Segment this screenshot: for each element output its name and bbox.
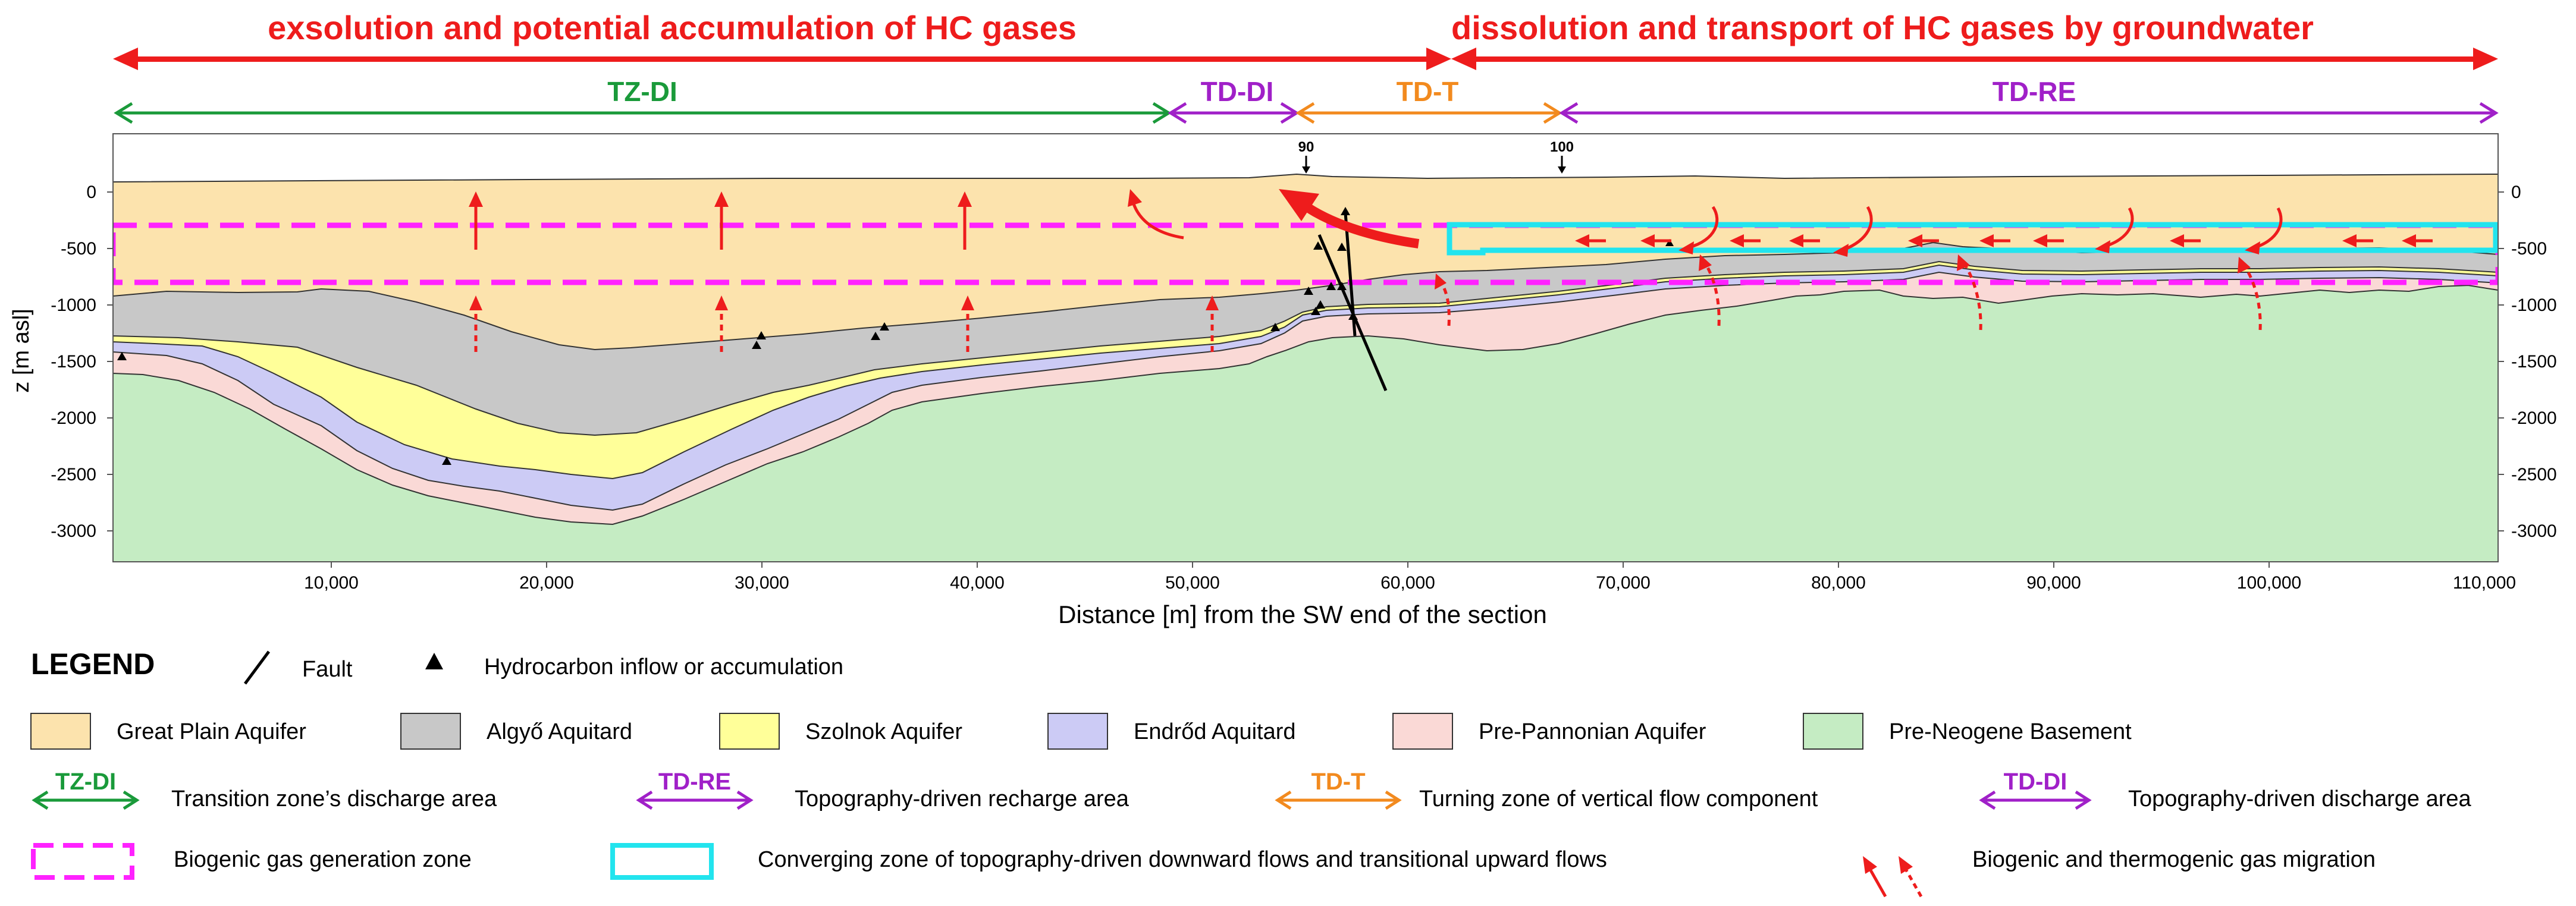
zone-tdt-label: TD-T [1397, 76, 1459, 107]
x-axis-tick-marks [331, 562, 2270, 568]
x-axis-ticks: 10,000 20,000 30,000 40,000 50,000 60,00… [304, 573, 2516, 593]
legend-swatch-szolnok [719, 713, 780, 750]
banner-left-text: exsolution and potential accumulation of… [268, 9, 1077, 46]
x-axis-label: Distance [m] from the SW end of the sect… [1058, 600, 1547, 628]
legend-label-great-plain: Great Plain Aquifer [117, 719, 306, 744]
svg-text:0: 0 [86, 183, 96, 202]
legend-tdt-icon: TD-T [1275, 769, 1402, 810]
svg-text:-1000: -1000 [51, 295, 96, 315]
legend-converging-zone-label: Converging zone of topography-driven dow… [758, 847, 1607, 872]
svg-text:-1000: -1000 [2511, 295, 2557, 315]
legend-biogenic-zone-label: Biogenic gas generation zone [174, 847, 472, 872]
hydrocarbon-markers [117, 207, 1674, 465]
y-axis-ticks-right: 0 -500 -1000 -1500 -2000 -2500 -3000 [2511, 183, 2557, 541]
plot-frame [112, 133, 2499, 562]
svg-text:-500: -500 [2511, 239, 2547, 259]
migration-arrowheads-curved-solid [1128, 189, 2260, 257]
svg-text:-1500: -1500 [2511, 352, 2557, 372]
legend-tzdi-label: Transition zone’s discharge area [171, 787, 497, 811]
svg-text:-3000: -3000 [51, 521, 96, 541]
y-axis-label: z [m asl] [9, 309, 34, 392]
banner-left-arrow [113, 48, 1451, 70]
svg-text:50,000: 50,000 [1165, 573, 1220, 593]
section-markers: 90 100 [1298, 139, 1574, 174]
svg-text:100: 100 [1550, 139, 1574, 155]
migration-arrowheads-curved [1435, 254, 2251, 290]
biogenic-gas-zone [113, 222, 2498, 285]
svg-text:-2000: -2000 [2511, 408, 2557, 428]
converging-zone [1447, 222, 2498, 256]
svg-text:-500: -500 [61, 239, 96, 259]
migration-arrows-solid [469, 191, 972, 250]
legend-tdre-label: Topography-driven recharge area [795, 787, 1129, 811]
svg-text:-3000: -3000 [2511, 521, 2557, 541]
svg-text:90: 90 [1298, 139, 1314, 155]
legend-biogenic-zone-icon [31, 843, 134, 880]
migration-arrows-dashed [469, 295, 1219, 352]
svg-text:20,000: 20,000 [519, 573, 574, 593]
svg-text:0: 0 [2511, 183, 2521, 202]
legend-swatch-basement [1803, 713, 1863, 750]
migration-arrows-curved-solid [1131, 202, 2283, 251]
unit-basement [113, 284, 2498, 562]
legend-swatch-great-plain [30, 713, 91, 750]
y-axis-tick-marks [107, 191, 2504, 531]
legend-swatch-algyo [400, 713, 461, 750]
legend-title: LEGEND [31, 647, 155, 681]
svg-text:-2500: -2500 [2511, 465, 2557, 485]
turning-zone-big-arrow [1306, 204, 1420, 248]
legend-fault-label: Fault [302, 657, 353, 682]
svg-text:40,000: 40,000 [950, 573, 1005, 593]
banner-right-arrow [1451, 48, 2498, 70]
svg-text:-2000: -2000 [51, 408, 96, 428]
svg-text:TD-RE: TD-RE [658, 769, 731, 795]
svg-text:100,000: 100,000 [2237, 573, 2301, 593]
banner-right-text: dissolution and transport of HC gases by… [1451, 9, 2314, 46]
svg-text:30,000: 30,000 [735, 573, 789, 593]
cross-section-plot [113, 173, 2498, 562]
svg-text:TD-DI: TD-DI [2004, 769, 2067, 795]
legend-tdt-label: Turning zone of vertical flow component [1419, 787, 1818, 811]
legend-hydrocarbon-label: Hydrocarbon inflow or accumulation [484, 655, 843, 680]
legend-migration-label: Biogenic and thermogenic gas migration [1972, 847, 2376, 872]
svg-text:TZ-DI: TZ-DI [55, 769, 116, 795]
legend-label-pre-pannonian: Pre-Pannonian Aquifer [1479, 719, 1706, 744]
svg-text:70,000: 70,000 [1596, 573, 1651, 593]
legend-converging-zone-icon [610, 843, 714, 880]
svg-text:-1500: -1500 [51, 352, 96, 372]
legend-label-basement: Pre-Neogene Basement [1889, 719, 2132, 744]
migration-arrows-horizontal [1575, 234, 2433, 247]
svg-text:90,000: 90,000 [2026, 573, 2081, 593]
turning-zone-big-arrowhead [1279, 189, 1319, 221]
legend-tddi-label: Topography-driven discharge area [2128, 787, 2472, 811]
legend-fault-icon [243, 650, 271, 685]
zone-tdre-arrow [1559, 102, 2499, 124]
legend-tzdi-icon: TZ-DI [32, 769, 140, 810]
legend-swatch-pre-pannonian [1392, 713, 1453, 750]
zone-tzdi-label: TZ-DI [607, 76, 677, 107]
svg-text:10,000: 10,000 [304, 573, 359, 593]
legend-label-algyo: Algyő Aquitard [487, 719, 632, 744]
svg-text:-2500: -2500 [51, 465, 96, 485]
svg-text:110,000: 110,000 [2453, 573, 2516, 593]
legend-tdre-icon: TD-RE [636, 769, 754, 810]
legend-label-endrod: Endrőd Aquitard [1134, 719, 1296, 744]
legend-label-szolnok: Szolnok Aquifer [805, 719, 962, 744]
legend-tddi-icon: TD-DI [1979, 769, 2092, 810]
svg-text:TD-T: TD-T [1311, 769, 1365, 795]
zone-tdre-label: TD-RE [1993, 76, 2076, 107]
svg-text:60,000: 60,000 [1380, 573, 1435, 593]
svg-text:80,000: 80,000 [1811, 573, 1866, 593]
y-axis-ticks-left: 0 -500 -1000 -1500 -2000 -2500 -3000 [51, 183, 96, 541]
legend-migration-icon [1863, 856, 1923, 898]
legend-hydrocarbon-icon [425, 653, 443, 669]
zone-tddi-label: TD-DI [1201, 76, 1274, 107]
legend-swatch-endrod [1047, 713, 1108, 750]
